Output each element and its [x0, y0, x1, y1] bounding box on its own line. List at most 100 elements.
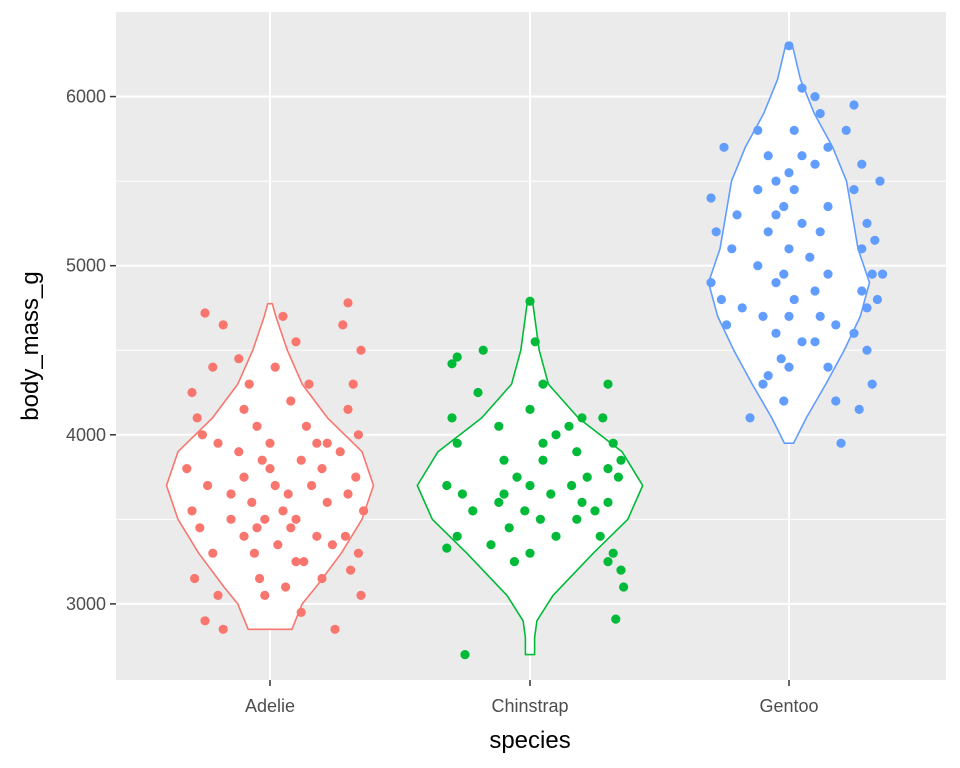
data-point — [252, 421, 262, 431]
data-point — [577, 497, 587, 507]
data-point — [831, 396, 841, 406]
data-point — [460, 650, 470, 660]
data-point — [304, 379, 314, 389]
data-point — [278, 506, 288, 516]
data-point — [343, 489, 353, 499]
data-point — [226, 514, 236, 524]
data-point — [572, 514, 582, 524]
data-point — [359, 506, 369, 516]
data-point — [239, 472, 249, 482]
data-point — [270, 362, 280, 372]
data-point — [776, 354, 786, 364]
data-point — [763, 371, 773, 381]
data-point — [745, 413, 755, 423]
data-point — [598, 413, 608, 423]
data-point — [815, 108, 825, 119]
data-point — [722, 320, 732, 330]
data-point — [823, 362, 833, 372]
data-point — [564, 421, 574, 431]
data-point — [616, 565, 626, 575]
data-point — [452, 531, 462, 541]
data-point — [831, 320, 841, 330]
data-point — [779, 396, 789, 406]
x-tick-label: Adelie — [245, 696, 295, 716]
data-point — [457, 489, 467, 499]
data-point — [340, 531, 350, 541]
data-point — [218, 624, 228, 634]
data-point — [499, 489, 509, 499]
data-point — [805, 252, 815, 262]
data-point — [870, 235, 880, 245]
data-point — [286, 523, 296, 533]
y-tick-label: 4000 — [66, 425, 106, 445]
data-point — [447, 359, 457, 369]
data-point — [797, 337, 807, 347]
data-point — [878, 269, 888, 279]
data-point — [753, 261, 763, 271]
data-point — [815, 227, 825, 237]
data-point — [784, 311, 794, 321]
data-point — [872, 294, 883, 305]
data-point — [208, 548, 218, 558]
data-point — [841, 125, 851, 135]
data-point — [247, 497, 257, 507]
data-point — [322, 497, 332, 507]
data-point — [572, 447, 582, 457]
data-point — [296, 607, 306, 618]
data-point — [538, 438, 548, 448]
x-tick-label: Gentoo — [759, 696, 818, 716]
data-point — [810, 159, 820, 169]
data-point — [706, 278, 716, 288]
data-point — [779, 269, 789, 279]
data-point — [616, 455, 626, 465]
data-point — [867, 379, 877, 389]
data-point — [291, 337, 301, 347]
data-point — [260, 590, 270, 601]
data-point — [603, 557, 613, 567]
data-point — [849, 328, 859, 338]
data-point — [255, 573, 265, 584]
data-point — [613, 472, 624, 482]
data-point — [784, 362, 794, 372]
data-point — [499, 455, 509, 465]
data-point — [486, 540, 496, 550]
data-point — [753, 125, 763, 135]
data-point — [338, 320, 348, 330]
data-point — [504, 523, 514, 533]
data-point — [208, 362, 218, 372]
data-point — [551, 531, 561, 541]
data-point — [525, 480, 535, 491]
data-point — [291, 557, 301, 567]
data-point — [301, 421, 311, 431]
data-point — [283, 489, 293, 499]
data-point — [265, 438, 275, 448]
data-point — [732, 210, 742, 220]
data-point — [789, 185, 799, 195]
data-point — [810, 92, 820, 102]
data-point — [836, 438, 846, 448]
data-point — [468, 506, 478, 516]
data-point — [356, 345, 366, 355]
data-point — [343, 298, 353, 308]
data-point — [784, 41, 794, 51]
data-point — [190, 573, 200, 584]
data-point — [810, 286, 820, 296]
data-point — [849, 100, 859, 110]
data-point — [619, 582, 629, 592]
data-point — [789, 294, 799, 305]
data-point — [257, 455, 267, 465]
data-point — [473, 387, 483, 398]
data-point — [291, 514, 301, 524]
data-point — [525, 404, 535, 414]
data-point — [317, 464, 327, 474]
data-point — [546, 489, 556, 499]
points — [182, 41, 888, 660]
data-point — [862, 303, 872, 313]
data-point — [281, 582, 291, 592]
data-point — [727, 244, 737, 254]
data-point — [862, 345, 872, 355]
data-point — [810, 337, 820, 347]
data-point — [447, 413, 457, 423]
data-point — [706, 193, 716, 203]
